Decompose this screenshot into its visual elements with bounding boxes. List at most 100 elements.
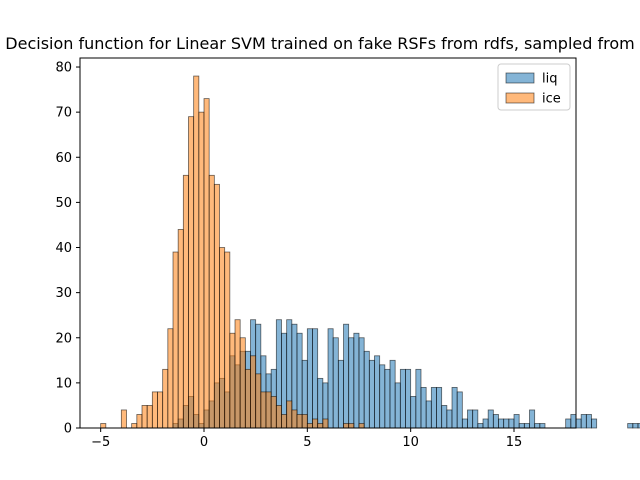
- legend: liq ice: [497, 63, 571, 111]
- bar-ice: [270, 396, 277, 429]
- bar-liq: [580, 414, 587, 429]
- bar-ice: [301, 414, 308, 429]
- bar-liq: [353, 332, 360, 429]
- bar-ice: [219, 247, 226, 429]
- bar-ice: [188, 116, 195, 429]
- bar-liq: [312, 328, 319, 429]
- bar-ice: [255, 373, 262, 429]
- bar-liq: [399, 368, 406, 429]
- bar-liq: [306, 328, 313, 429]
- bar-liq: [332, 337, 339, 429]
- bar-ice: [234, 319, 241, 429]
- y-tick-label: 30: [55, 286, 72, 301]
- bar-liq: [343, 323, 350, 429]
- bar-ice: [239, 337, 246, 429]
- bar-ice: [157, 391, 164, 429]
- legend-label-ice: ice: [542, 92, 561, 107]
- x-tick-label: −5: [91, 435, 110, 450]
- bar-ice: [136, 414, 143, 429]
- x-tick-label: 15: [506, 435, 523, 450]
- bar-ice: [348, 423, 355, 429]
- series-ice-bars: [100, 75, 365, 429]
- legend-swatch-ice: [505, 92, 535, 104]
- chart-title: Decision function for Linear SVM trained…: [5, 34, 634, 53]
- bar-ice: [281, 414, 288, 429]
- bar-ice: [229, 332, 236, 429]
- bar-liq: [358, 337, 365, 429]
- bar-ice: [260, 391, 267, 429]
- bar-ice: [203, 98, 210, 429]
- bar-liq: [492, 414, 499, 429]
- bar-liq: [575, 418, 582, 429]
- bar-ice: [120, 409, 127, 429]
- bar-liq: [327, 328, 334, 429]
- bar-liq: [627, 423, 634, 429]
- bar-liq: [632, 423, 639, 429]
- bar-ice: [275, 405, 282, 429]
- bar-liq: [363, 350, 370, 429]
- x-tick-label: 5: [303, 435, 311, 450]
- bar-liq: [467, 409, 474, 429]
- bar-liq: [529, 409, 536, 429]
- bar-ice: [358, 423, 365, 429]
- bar-liq: [384, 368, 391, 429]
- bar-liq: [415, 368, 422, 429]
- bar-liq: [508, 418, 515, 429]
- x-tick-label: 0: [200, 435, 208, 450]
- bar-liq: [585, 414, 592, 429]
- bar-liq: [436, 386, 443, 429]
- bar-ice: [193, 75, 200, 429]
- bar-liq: [503, 418, 510, 429]
- bar-ice: [343, 423, 350, 429]
- bar-ice: [182, 174, 189, 429]
- y-tick-label: 10: [55, 376, 72, 391]
- bar-liq: [456, 391, 463, 429]
- bar-ice: [198, 111, 205, 429]
- bar-liq: [534, 423, 541, 429]
- bar-ice: [208, 174, 215, 429]
- bar-ice: [162, 368, 169, 429]
- bar-liq: [425, 400, 432, 429]
- bar-liq: [461, 418, 468, 429]
- bar-liq: [477, 423, 484, 429]
- bar-liq: [368, 359, 375, 429]
- bar-ice: [146, 405, 153, 429]
- bar-liq: [570, 414, 577, 429]
- y-tick-label: 70: [55, 106, 72, 121]
- bar-liq: [637, 423, 640, 429]
- bar-ice: [306, 423, 313, 429]
- bar-liq: [410, 396, 417, 429]
- bar-liq: [405, 368, 412, 429]
- bar-liq: [513, 414, 520, 429]
- bar-liq: [472, 409, 479, 429]
- axes: −5 0 5 10 15 0 10 20 30 40 50 60 70 80: [55, 57, 577, 450]
- bar-ice: [265, 391, 272, 429]
- bar-liq: [446, 409, 453, 429]
- bar-ice: [244, 368, 251, 429]
- bar-liq: [420, 386, 427, 429]
- bar-liq: [317, 377, 324, 429]
- legend-swatch-liq: [505, 72, 535, 84]
- bar-ice: [177, 229, 184, 429]
- bar-ice: [291, 409, 298, 429]
- y-tick-label: 80: [55, 61, 72, 76]
- y-tick-label: 50: [55, 196, 72, 211]
- bar-ice: [131, 423, 138, 429]
- y-tick-label: 0: [64, 422, 72, 437]
- bar-ice: [151, 391, 158, 429]
- bar-liq: [379, 364, 386, 429]
- y-tick-label: 60: [55, 151, 72, 166]
- bar-ice: [224, 251, 231, 429]
- bar-liq: [482, 418, 489, 429]
- bar-liq: [591, 418, 598, 429]
- bar-ice: [213, 183, 220, 429]
- bar-ice: [141, 405, 148, 429]
- bar-liq: [394, 382, 401, 429]
- bar-ice: [100, 423, 107, 429]
- y-tick-label: 20: [55, 331, 72, 346]
- bar-ice: [322, 418, 329, 429]
- bar-liq: [296, 332, 303, 429]
- bar-ice: [312, 418, 319, 429]
- bar-liq: [389, 359, 396, 429]
